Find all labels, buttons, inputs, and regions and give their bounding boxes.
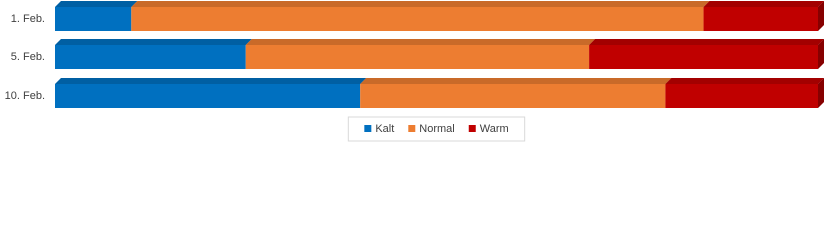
bar-segment: [665, 78, 824, 108]
bar-top-shade: [55, 1, 138, 7]
bar-segment: [131, 1, 710, 31]
legend-label: Warm: [480, 123, 509, 135]
y-tick-label: 10. Feb.: [5, 90, 45, 102]
bar-segment: [245, 39, 596, 69]
bar-top-shade: [360, 78, 672, 84]
bar-top-shade: [589, 39, 824, 45]
bar-top: [245, 39, 596, 45]
bar-top: [703, 1, 824, 7]
bar-front: [131, 7, 704, 31]
bar-side-shade: [818, 1, 824, 31]
bar-side: [818, 1, 824, 31]
bar-top: [55, 1, 138, 7]
bar-side-shade: [818, 78, 824, 108]
bar-top-shade: [665, 78, 824, 84]
legend-box: [347, 116, 526, 142]
bar-top-shade: [245, 39, 596, 45]
bar-side: [818, 39, 824, 69]
bar-segment: [55, 78, 367, 108]
bar-front: [589, 45, 818, 69]
bar-top-shade: [55, 78, 367, 84]
bar-top-shade: [703, 1, 824, 7]
bar-front: [245, 45, 590, 69]
bar-top-shade: [131, 1, 710, 7]
bar-front: [55, 45, 246, 69]
bar-segment: [55, 1, 138, 31]
bar-top: [55, 78, 367, 84]
bar-segment: [55, 39, 252, 69]
legend-swatch: [364, 125, 372, 132]
bar-top: [131, 1, 710, 7]
legend-label: Normal: [419, 123, 454, 135]
y-tick-label: 5. Feb.: [11, 51, 45, 63]
chart: 1. Feb. 5. Feb. 10. Feb. Kalt Normal Warm: [5, 1, 824, 142]
bar-segment: [703, 1, 824, 31]
bar-side-shade: [818, 39, 824, 69]
legend-label: Kalt: [375, 123, 394, 135]
bar-top: [55, 39, 252, 45]
bar-top-shade: [55, 39, 252, 45]
bar-segment: [589, 39, 824, 69]
y-tick-label: 1. Feb.: [11, 13, 45, 25]
bar-front: [55, 7, 132, 31]
bar-side: [818, 78, 824, 108]
legend-swatch: [408, 125, 416, 132]
bar-front: [360, 84, 666, 108]
legend: Kalt Normal Warm: [347, 116, 526, 142]
bar-front: [703, 7, 818, 31]
legend-swatch: [468, 125, 476, 132]
bar-top: [360, 78, 672, 84]
bar-front: [55, 84, 361, 108]
bar-segment: [360, 78, 672, 108]
bar-front: [665, 84, 818, 108]
bar-top: [665, 78, 824, 84]
bar-top: [589, 39, 824, 45]
